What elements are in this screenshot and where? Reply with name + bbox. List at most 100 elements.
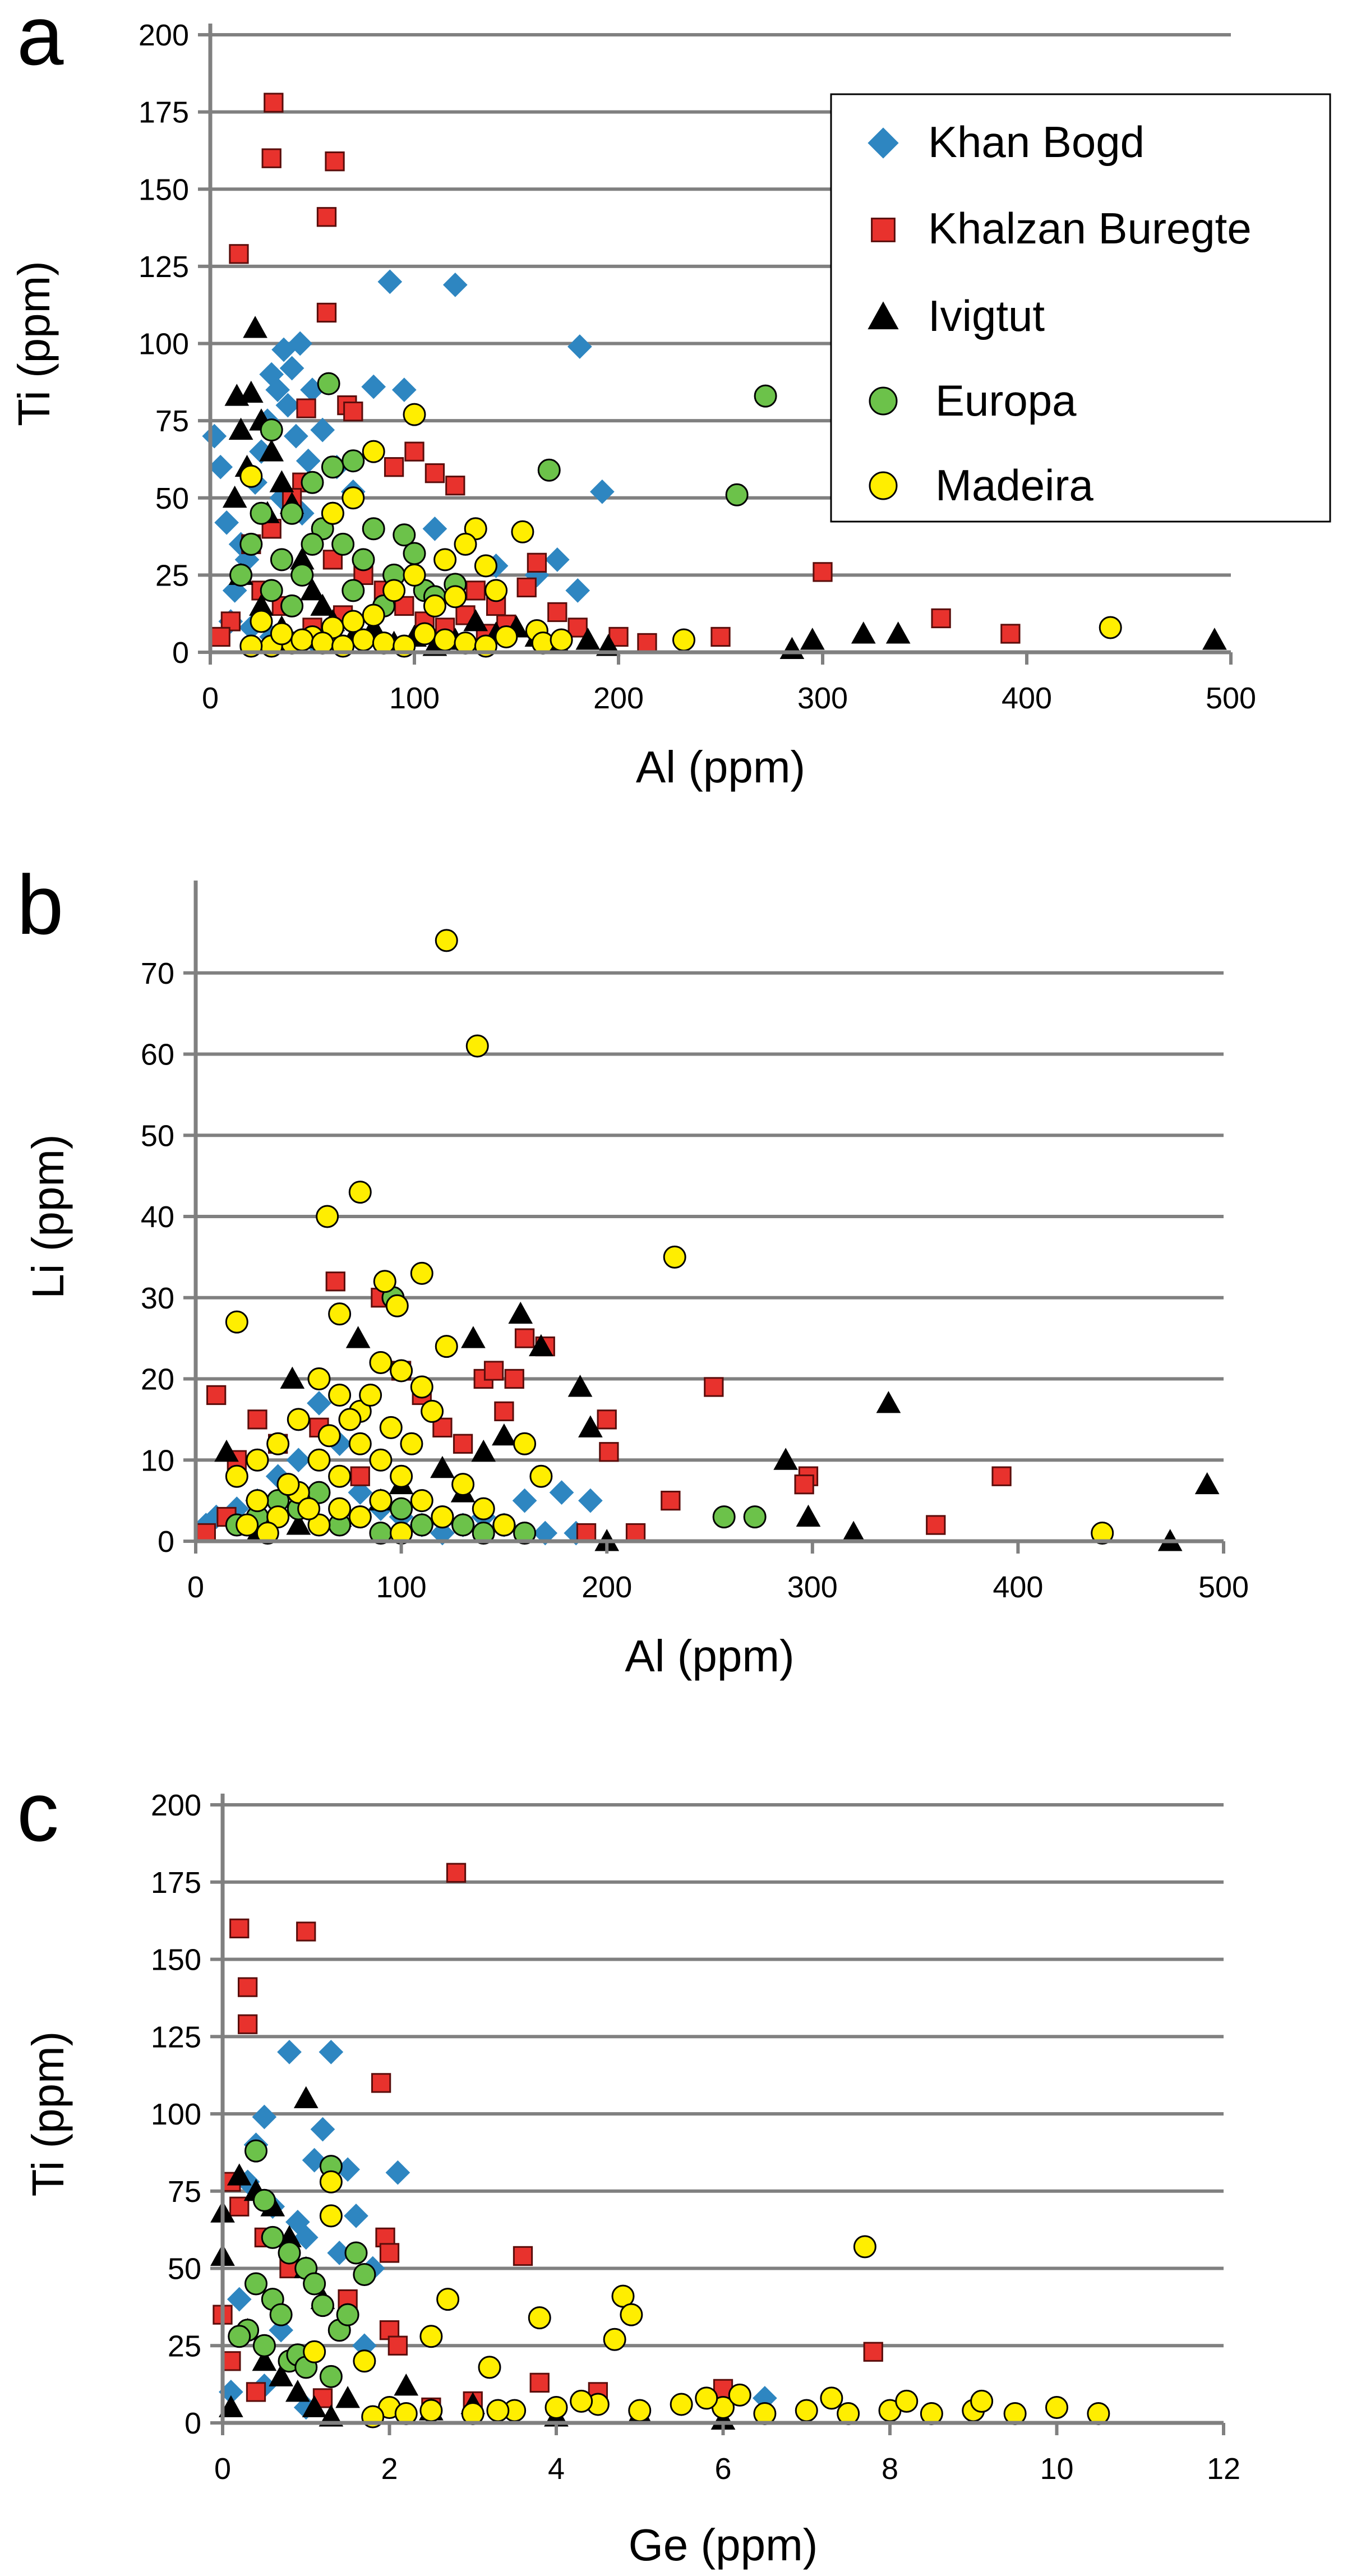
panel-a-x-axis-title: Al (ppm) (636, 742, 805, 792)
y-tick-label: 100 (139, 328, 189, 361)
y-tick-label: 125 (139, 250, 189, 284)
madeira-point (478, 2356, 501, 2379)
khan-bogd-point (578, 1488, 603, 1513)
series-madeira (239, 403, 1122, 658)
madeira-point (513, 1432, 537, 1455)
ivigtut-point (300, 578, 325, 601)
madeira-point (454, 532, 477, 556)
panel-b-y-axis-title: Li (ppm) (23, 1134, 73, 1298)
madeira-point (246, 1489, 269, 1513)
madeira-point (413, 622, 436, 646)
europa-point (244, 2272, 267, 2296)
khalzan-buregte-point (350, 1466, 370, 1486)
madeira-point (348, 1181, 372, 1204)
madeira-point (672, 628, 695, 652)
madeira-point (353, 2349, 376, 2373)
khan-bogd-point (310, 2117, 335, 2142)
y-tick-label: 0 (184, 2407, 201, 2440)
y-tick-label: 125 (151, 2020, 201, 2054)
ivigtut-point (269, 2364, 293, 2386)
europa-point (250, 501, 273, 525)
europa-point (261, 2225, 284, 2249)
madeira-point (410, 1261, 433, 1285)
x-tick-label: 200 (593, 681, 644, 715)
legend-marker-madeira (869, 471, 898, 500)
madeira-point (266, 1505, 290, 1529)
madeira-point (895, 2389, 919, 2413)
europa-point (270, 548, 293, 572)
khalzan-buregte-point (567, 617, 588, 638)
y-tick-label: 0 (172, 636, 189, 670)
europa-point (260, 418, 283, 442)
europa-point (537, 458, 561, 482)
panel-c: c 0 25 50 75 100 125 150 175 200 0 2 4 6… (17, 1764, 1240, 2570)
madeira-point (403, 563, 426, 587)
europa-point (353, 2263, 376, 2287)
madeira-point (256, 1522, 279, 1545)
madeira-point (390, 1359, 413, 1383)
x-tick-label: 12 (1207, 2452, 1240, 2486)
khan-bogd-point (277, 2039, 302, 2065)
series-madeira (303, 2170, 1110, 2428)
europa-point (252, 2188, 276, 2212)
x-tick-label: 200 (582, 1570, 632, 1604)
madeira-point (328, 1497, 352, 1520)
ivigtut-point (529, 1334, 553, 1357)
khalzan-buregte-point (661, 1490, 681, 1511)
madeira-point (352, 628, 375, 652)
madeira-point (319, 2170, 343, 2193)
ivigtut-point (800, 628, 825, 650)
madeira-point (379, 1416, 403, 1439)
madeira-point (307, 1513, 331, 1537)
khan-bogd-point (271, 337, 296, 362)
khan-bogd-point (385, 2160, 410, 2185)
x-tick-label: 500 (1206, 681, 1256, 715)
ivigtut-point (851, 621, 876, 644)
legend-box (830, 93, 1331, 523)
madeira-point (303, 2340, 326, 2363)
khan-bogd-point (348, 1480, 373, 1505)
madeira-point (421, 1399, 444, 1423)
panel-a-x-tick-labels: 0 100 200 300 400 500 (202, 681, 1256, 715)
panel-b-y-tick-labels: 0 10 20 30 40 50 60 70 (141, 957, 174, 1559)
ivigtut-point (280, 1366, 305, 1389)
khan-bogd-point (319, 2039, 344, 2065)
madeira-point (369, 1489, 393, 1513)
khalzan-buregte-point (794, 1474, 814, 1495)
khan-bogd-point (279, 356, 304, 381)
panel-b-x-tick-labels: 0 100 200 300 400 500 (187, 1570, 1249, 1604)
khalzan-buregte-point (384, 457, 404, 477)
madeira-point (433, 628, 457, 652)
khalzan-buregte-point (206, 1385, 227, 1405)
khalzan-buregte-point (387, 2335, 408, 2356)
x-tick-label: 100 (376, 1570, 427, 1604)
khalzan-buregte-point (547, 602, 567, 623)
europa-point (280, 594, 304, 617)
ivigtut-point (1202, 628, 1227, 650)
ivigtut-point (293, 2086, 319, 2108)
madeira-point (495, 625, 518, 648)
europa-point (228, 2325, 251, 2348)
ivigtut-point (841, 1520, 866, 1543)
madeira-point (511, 520, 534, 543)
khalzan-buregte-point (529, 2372, 550, 2393)
europa-point (410, 1513, 433, 1537)
khalzan-buregte-point (237, 1977, 258, 1997)
khalzan-buregte-point (210, 626, 230, 647)
europa-point (403, 542, 426, 565)
khan-bogd-point (545, 547, 570, 572)
khan-bogd-point (310, 417, 335, 443)
y-tick-label: 150 (151, 1943, 201, 1977)
europa-point (321, 455, 344, 479)
khan-bogd-point (533, 1520, 558, 1546)
khalzan-buregte-point (261, 148, 282, 168)
legend-label-khalzan-buregte: Khalzan Buregte (928, 204, 1252, 253)
khalzan-buregte-point (446, 1863, 467, 1883)
x-tick-label: 0 (187, 1570, 204, 1604)
y-tick-label: 25 (155, 559, 189, 592)
europa-point (280, 501, 304, 525)
europa-point (303, 2272, 326, 2296)
x-tick-label: 10 (1040, 2452, 1073, 2486)
madeira-point (400, 1432, 423, 1455)
